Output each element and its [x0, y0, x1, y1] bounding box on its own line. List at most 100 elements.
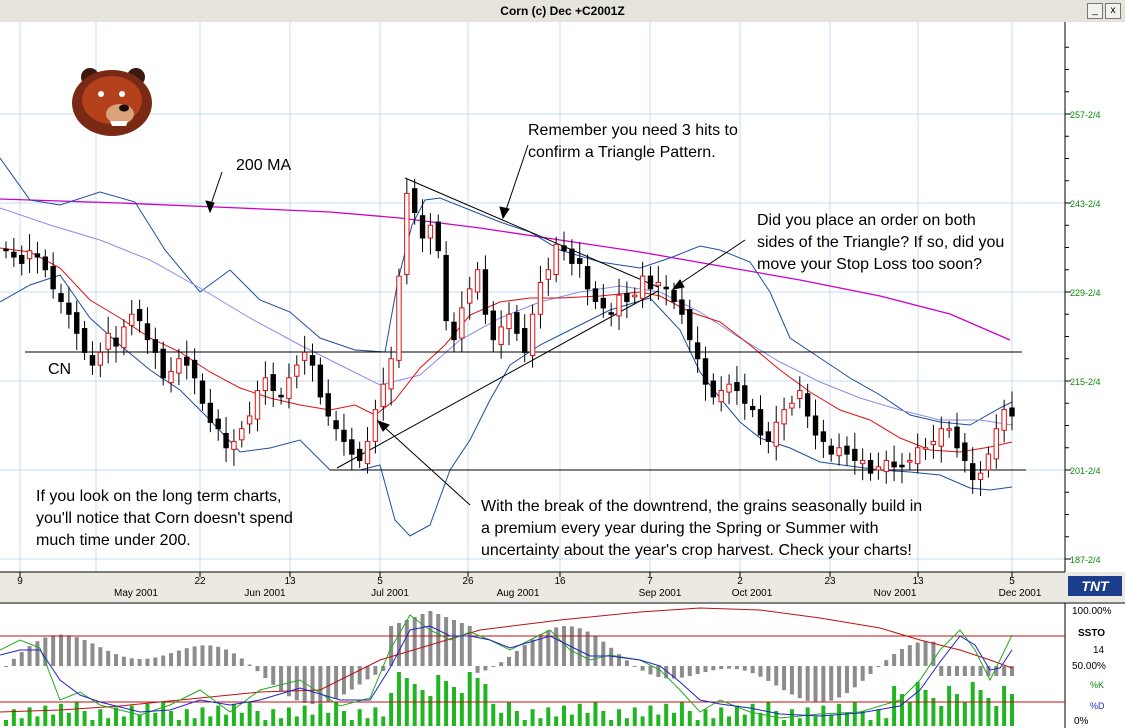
osc-histogram-bar — [499, 662, 504, 666]
volume-bar — [703, 709, 708, 726]
candle-body — [522, 328, 528, 353]
osc-histogram-bar — [711, 666, 716, 671]
volume-bar — [239, 712, 244, 726]
volume-bar — [208, 716, 213, 726]
volume-bar — [121, 716, 126, 726]
candle-body — [42, 256, 48, 271]
candle-body — [867, 459, 874, 474]
volume-bar — [569, 714, 574, 726]
date-day-label: 2 — [737, 576, 743, 587]
osc-histogram-bar — [467, 626, 472, 666]
volume-bar — [656, 714, 661, 726]
candle-body — [262, 377, 269, 392]
volume-bar — [1010, 694, 1014, 726]
osc-histogram-bar — [601, 641, 606, 666]
candle-body — [852, 448, 858, 461]
break-note-arrow — [381, 424, 471, 506]
candle-body — [270, 374, 276, 392]
date-month-label: Jun 2001 — [244, 588, 286, 599]
order-note-line1: Did you place an order on both — [757, 212, 976, 229]
volume-bar — [302, 705, 307, 726]
symbol-label: CN — [48, 361, 71, 378]
volume-bar — [231, 703, 236, 726]
bollinger-lower — [0, 274, 1013, 537]
volume-bar — [868, 720, 873, 726]
osc-histogram-bar — [4, 666, 8, 667]
candle-body — [467, 288, 473, 304]
volume-bar — [224, 714, 229, 726]
volume-bar — [161, 702, 166, 726]
volume-bar — [349, 720, 354, 726]
osc-histogram-bar — [892, 654, 897, 666]
candle-body — [789, 402, 795, 409]
candle-body — [404, 192, 410, 276]
volume-bar — [554, 716, 559, 726]
order-note-line2: sides of the Triangle? If so, did you — [757, 234, 1004, 251]
osc-histogram-bar — [609, 647, 614, 666]
price-chart: 200 MA Remember you need 3 hits to confi… — [0, 22, 1125, 728]
osc-histogram-bar — [923, 641, 928, 666]
price-tick-label: 201-2/4 — [1070, 466, 1101, 476]
osc-histogram-bar — [200, 645, 205, 666]
osc-histogram-bar — [192, 646, 197, 666]
osc-histogram-bar — [703, 666, 708, 673]
close-button[interactable]: x — [1105, 3, 1121, 19]
volume-bar — [326, 712, 331, 726]
osc-histogram-bar — [742, 666, 747, 671]
candle-body — [223, 432, 229, 449]
volume-bar — [428, 696, 433, 726]
candle-body — [569, 248, 575, 264]
volume-bar — [106, 718, 111, 726]
candle-body — [356, 448, 363, 461]
osc-histogram-bar — [876, 666, 881, 667]
osc-k-label: %K — [1090, 680, 1104, 690]
osc-histogram-bar — [624, 660, 629, 666]
osc-histogram-bar — [239, 658, 244, 666]
candle-body — [490, 310, 496, 341]
volume-bar — [687, 711, 692, 726]
candle-body — [411, 188, 418, 214]
date-month-label: Jul 2001 — [371, 588, 409, 599]
candle-body — [663, 286, 669, 290]
osc-histogram-bar — [263, 666, 268, 679]
candle-body — [930, 440, 937, 446]
minimize-button[interactable]: _ — [1087, 3, 1103, 19]
osc-histogram-bar — [734, 666, 739, 670]
osc-histogram-bar — [396, 623, 401, 666]
volume-bar — [766, 702, 771, 726]
volume-bar — [35, 716, 40, 726]
date-axis-ticks: 9 22 13 5 26 16 7 2 23 13 5 May 2001 Jun 2001 Jul 200… — [17, 572, 1042, 599]
osc-histogram-bar — [483, 666, 488, 671]
osc-histogram-bar — [208, 645, 213, 666]
volume-bar — [216, 705, 221, 726]
longterm-note-line3: much time under 200. — [36, 532, 191, 549]
volume-bar — [90, 720, 95, 726]
candle-body — [1009, 407, 1015, 417]
volume-bar — [978, 690, 983, 726]
candle-body — [710, 380, 717, 398]
candle-body — [859, 459, 866, 465]
price-tick-label: 229-2/4 — [1070, 288, 1101, 298]
volume-bar — [994, 706, 999, 726]
price-axis-ticks: 187-2/4 201-2/4 215-2/4 229-2/4 243-2/4 257-2… — [1065, 46, 1101, 565]
osc-histogram-bar — [216, 646, 221, 666]
candle-body — [600, 297, 607, 309]
candle-body — [970, 463, 976, 481]
volume-bar — [947, 686, 952, 726]
volume-bar — [789, 709, 794, 726]
osc-histogram-bar — [247, 664, 252, 666]
candle-body — [97, 351, 104, 366]
oscillator-k-line — [0, 614, 1013, 719]
volume-bar — [750, 703, 755, 726]
volume-bar — [829, 714, 834, 726]
volume-bar — [852, 702, 857, 726]
osc-histogram-bar — [844, 666, 849, 694]
date-month-label: May 2001 — [114, 588, 158, 599]
volume-bar — [137, 714, 142, 726]
break-note-arrow-head — [376, 420, 390, 432]
osc-histogram-bar — [546, 630, 551, 666]
osc-histogram-bar — [514, 651, 519, 666]
osc-histogram-bar — [459, 623, 464, 666]
candle-body — [922, 447, 929, 450]
volume-bar — [734, 705, 739, 726]
